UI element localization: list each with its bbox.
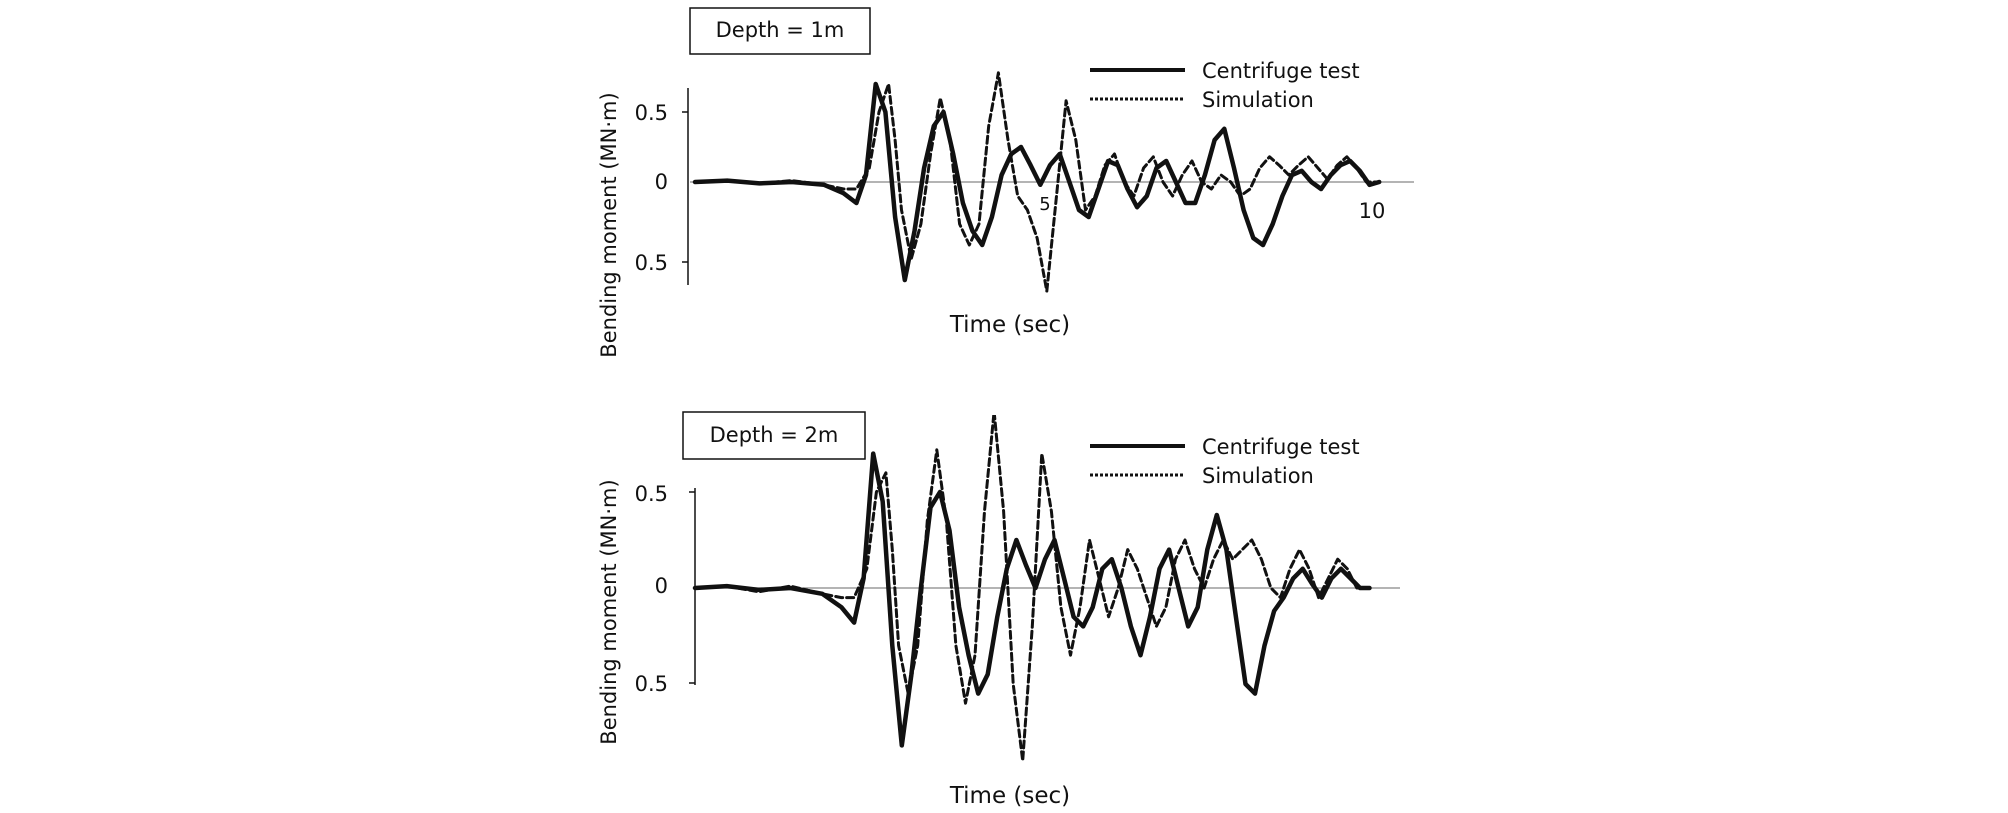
legend: Centrifuge test Simulation [1090,59,1360,112]
y-ticks: 0.5 0 0.5 [635,482,695,696]
y-ticks: 0.5 0 0.5 [635,101,688,275]
chart-title: Depth = 1m [716,18,845,42]
chart-panel-depth-2m: Depth = 2m 0.5 0 0.5 Bending moment (MN·… [597,411,1400,809]
y-tick-label: 0 [655,170,668,194]
series-line-simulation [693,71,1381,293]
y-tick-label: 0.5 [635,101,668,125]
x-axis-label: Time (sec) [949,783,1070,809]
y-tick-label: 0.5 [635,251,668,275]
depth-label-box [689,7,871,55]
series-line-simulation [693,415,1371,763]
legend-label-centrifuge-test: Centrifuge test [1202,435,1360,459]
y-tick-label: 0.5 [635,482,668,506]
x-tick-label: 10 [1359,199,1386,223]
y-axis-label: Bending moment (MN·m) [597,92,621,357]
y-tick-label: 0.5 [635,672,668,696]
x-tick-label: 5 [1039,194,1050,215]
chart-title: Depth = 2m [710,423,839,447]
legend-label-simulation: Simulation [1202,88,1314,112]
legend: Centrifuge test Simulation [1090,435,1360,488]
series-layer [692,71,1382,293]
x-axis-label: Time (sec) [949,312,1070,338]
x-ticks: 5 10 [1039,194,1385,223]
chart-panel-depth-1m: Depth = 1m 0.5 0 0.5 5 10 Bending moment… [597,7,1414,358]
y-tick-label: 0 [655,574,668,598]
legend-label-centrifuge-test: Centrifuge test [1202,59,1360,83]
y-axis-label: Bending moment (MN·m) [597,479,621,744]
series-line-centrifuge-test [692,81,1382,283]
depth-label-box [682,411,866,460]
series-line-centrifuge-test [692,451,1372,748]
legend-label-simulation: Simulation [1202,464,1314,488]
series-layer [692,415,1372,763]
